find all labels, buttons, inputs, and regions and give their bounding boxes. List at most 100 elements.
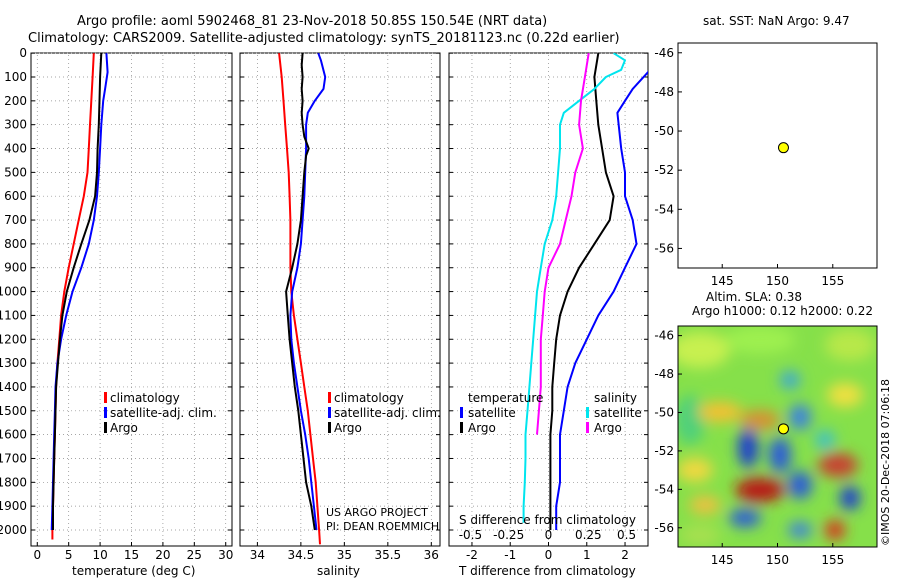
x-tick-label: 0 (33, 548, 41, 562)
x-tick-label: 35 (337, 548, 352, 562)
temperature-axis: 0 5 10 15 20 25 30 (31, 52, 233, 562)
salinity-grid (240, 52, 440, 546)
legend-swatch-climatology (104, 392, 107, 403)
depth-tick-label: 1400 (0, 380, 27, 394)
map-y-tick-label: -52 (654, 444, 674, 458)
legend-swatch-s-argo (586, 422, 589, 433)
x-tick-label: 15 (124, 548, 139, 562)
map-x-tick-label: 150 (766, 553, 789, 567)
depth-tick-label: 400 (4, 142, 27, 156)
sst-map-markers (777, 142, 789, 154)
legend-swatch-t-argo (460, 422, 463, 433)
figure-title-line1: Argo profile: aoml 5902468_81 23-Nov-201… (77, 14, 547, 29)
s-x-tick-label: 0.25 (575, 528, 602, 542)
depth-tick-label: 1100 (0, 308, 27, 322)
argo-float-position-marker (777, 142, 789, 154)
sst-map-title: sat. SST: NaN Argo: 9.47 (703, 14, 850, 28)
series-line-climatology (278, 53, 321, 545)
figure-title-line2: Climatology: CARS2009. Satellite-adjuste… (28, 31, 620, 46)
legend-label-climatology: climatology (334, 391, 404, 405)
salinity-legend: climatology satellite-adj. clim. Argo (328, 391, 441, 435)
depth-tick-label: 1500 (0, 404, 27, 418)
depth-tick-label: 1700 (0, 451, 27, 465)
sla-map-axes: 145 150 155 -46 -48 -50 -52 -54 -56 (654, 329, 844, 567)
temperature-panel: 0100200300400500600700800900100011001200… (0, 46, 233, 578)
legend-label-t-argo: Argo (468, 421, 496, 435)
sst-map-axes: 145 150 155 -46 -48 -50 -52 -54 -56 (654, 46, 844, 288)
sst-map-panel: sat. SST: NaN Argo: 9.47 145 150 155 -46 -48… (654, 14, 878, 288)
map-y-tick-label: -50 (654, 405, 674, 419)
x-tick-label: -1 (504, 548, 516, 562)
legend-swatch-argo (328, 422, 331, 433)
series-line-s-satellite (522, 53, 626, 523)
x-tick-label: 35.5 (374, 548, 401, 562)
depth-tick-label: 500 (4, 165, 27, 179)
map-y-tick-label: -54 (654, 482, 674, 496)
project-credit: US ARGO PROJECT (326, 506, 428, 519)
legend-label-s-satellite: satellite (594, 406, 642, 420)
depth-tick-label: 1300 (0, 356, 27, 370)
temperature-difference-legend: temperature satellite Argo (460, 391, 543, 435)
depth-tick-label: 100 (4, 70, 27, 84)
temperature-legend: climatology satellite-adj. clim. Argo (104, 391, 217, 435)
x-tick-label: 1 (583, 548, 591, 562)
x-tick-label: 20 (155, 548, 170, 562)
s-difference-axis-label: S difference from climatology (459, 513, 636, 527)
depth-axis: 0 100 200 300 400 500 600 700 800 900 1000 1100 1200… (0, 46, 27, 537)
depth-tick-label: 900 (4, 261, 27, 275)
legend-label-s-argo: Argo (594, 421, 622, 435)
sla-map-title-line1: Altim. SLA: 0.38 (706, 290, 802, 304)
legend-label-satellite: satellite-adj. clim. (334, 406, 441, 420)
map-x-tick-label: 155 (821, 274, 844, 288)
x-tick-label: 34 (250, 548, 265, 562)
legend-label-argo: Argo (110, 421, 138, 435)
salinity-series (278, 53, 327, 545)
series-line-t-argo (549, 53, 615, 530)
x-tick-label: 36 (424, 548, 439, 562)
salinity-difference-legend: salinity satellite Argo (586, 391, 642, 435)
depth-tick-label: 2000 (0, 523, 27, 537)
map-y-tick-label: -46 (654, 46, 674, 60)
depth-tick-label: 0 (19, 46, 27, 60)
map-y-tick-label: -52 (654, 163, 674, 177)
legend-label-argo: Argo (334, 421, 362, 435)
t-difference-axis: -2 -1 0 1 2 (449, 52, 648, 562)
s-x-tick-label: 0 (545, 528, 553, 542)
imos-watermark: ©IMOS 20-Dec-2018 07:06:18 (879, 379, 892, 546)
legend-label-t-satellite: satellite (468, 406, 516, 420)
s-x-tick-label: -0.25 (493, 528, 524, 542)
map-y-tick-label: -54 (654, 202, 674, 216)
x-tick-label: 0 (545, 548, 553, 562)
depth-tick-label: 700 (4, 213, 27, 227)
legend-swatch-satellite (104, 407, 107, 418)
x-tick-label: 25 (187, 548, 202, 562)
salinity-panel: 34 34.5 35 35.5 36 salinity climatology sate… (239, 52, 441, 578)
legend-label-climatology: climatology (110, 391, 180, 405)
series-line-s-argo (536, 53, 590, 435)
depth-tick-label: 600 (4, 189, 27, 203)
sla-map-title-line2: Argo h1000: 0.12 h2000: 0.22 (692, 304, 873, 318)
series-line-satellite-adj-clim (289, 53, 327, 531)
legend-swatch-s-satellite (586, 407, 589, 418)
temperature-axis-label: temperature (deg C) (72, 564, 195, 578)
pi-credit: PI: DEAN ROEMMICH (326, 520, 439, 533)
legend-label-satellite: satellite-adj. clim. (110, 406, 217, 420)
map-x-tick-label: 145 (711, 274, 734, 288)
map-y-tick-label: -48 (654, 85, 674, 99)
series-line-t-satellite (555, 70, 648, 530)
series-line-argo (52, 53, 103, 530)
sst-map-frame (677, 42, 878, 269)
map-x-tick-label: 145 (711, 553, 734, 567)
s-x-tick-label: 0.5 (617, 528, 636, 542)
depth-tick-label: 200 (4, 94, 27, 108)
depth-tick-label: 1800 (0, 475, 27, 489)
temperature-series (50, 53, 109, 540)
legend-title-salinity: salinity (594, 391, 637, 405)
legend-swatch-argo (104, 422, 107, 433)
legend-swatch-satellite (328, 407, 331, 418)
map-y-tick-label: -46 (654, 329, 674, 343)
depth-tick-label: 300 (4, 118, 27, 132)
map-x-tick-label: 155 (821, 553, 844, 567)
argo-float-position-marker (777, 423, 789, 435)
